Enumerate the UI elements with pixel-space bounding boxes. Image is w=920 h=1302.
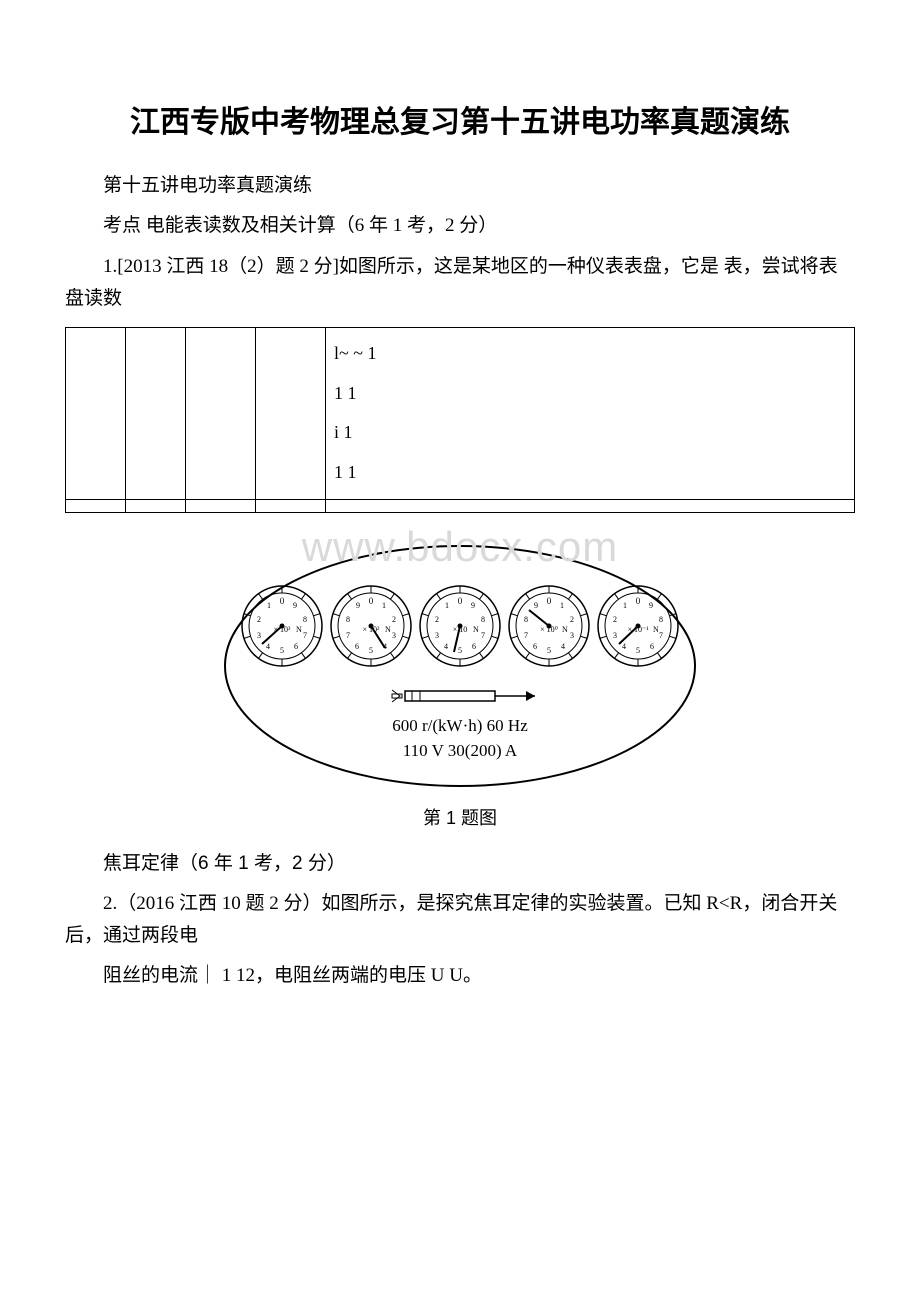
svg-text:2: 2 xyxy=(392,615,396,624)
svg-text:6: 6 xyxy=(294,642,298,651)
meter-figure: 0 1 9 2 8 3 7 4 6 5 × 10³ N xyxy=(65,541,855,830)
table-cell xyxy=(256,499,326,512)
svg-text:5: 5 xyxy=(547,646,551,655)
svg-text:4: 4 xyxy=(266,642,270,651)
svg-text:N: N xyxy=(296,625,302,634)
intro-paragraph: 第十五讲电功率真题演练 xyxy=(65,170,855,202)
svg-text:N: N xyxy=(562,625,568,634)
topic-1-paragraph: 考点 电能表读数及相关计算（6 年 1 考，2 分） xyxy=(65,210,855,242)
data-table: l~ ~ 1 1 1 i 1 1 1 xyxy=(65,327,855,512)
svg-text:1: 1 xyxy=(623,601,627,610)
question-1-text: 1.[2013 江西 18（2）题 2 分]如图所示，这是某地区的一种仪表表盘，… xyxy=(65,251,855,316)
svg-text:7: 7 xyxy=(659,631,663,640)
svg-text:4: 4 xyxy=(561,642,565,651)
table-cell xyxy=(186,499,256,512)
table-cell xyxy=(126,328,186,499)
table-cell: l~ ~ 1 1 1 i 1 1 1 xyxy=(326,328,855,499)
svg-text:1: 1 xyxy=(267,601,271,610)
svg-text:4: 4 xyxy=(444,642,448,651)
svg-text:7: 7 xyxy=(303,631,307,640)
svg-text:6: 6 xyxy=(650,642,654,651)
svg-text:N: N xyxy=(653,625,659,634)
table-cell xyxy=(186,328,256,499)
svg-text:0: 0 xyxy=(458,596,463,606)
svg-text:5: 5 xyxy=(280,646,284,655)
svg-text:9: 9 xyxy=(649,601,653,610)
svg-text:3: 3 xyxy=(257,631,261,640)
svg-text:9: 9 xyxy=(534,601,538,610)
svg-text:1: 1 xyxy=(445,601,449,610)
table-row xyxy=(66,499,855,512)
svg-text:5: 5 xyxy=(458,646,462,655)
question-2-text-2: 阻丝的电流｜ 1 12，电阻丝两端的电压 U U。 xyxy=(65,960,855,992)
svg-text:N: N xyxy=(473,625,479,634)
meter-svg: 0 1 9 2 8 3 7 4 6 5 × 10³ N xyxy=(220,541,700,791)
svg-text:9: 9 xyxy=(293,601,297,610)
svg-text:7: 7 xyxy=(481,631,485,640)
svg-text:7: 7 xyxy=(346,631,350,640)
svg-text:3: 3 xyxy=(613,631,617,640)
svg-text:6: 6 xyxy=(355,642,359,651)
svg-text:8: 8 xyxy=(524,615,528,624)
page-title: 江西专版中考物理总复习第十五讲电功率真题演练 xyxy=(65,100,855,145)
svg-text:8: 8 xyxy=(659,615,663,624)
table-row: l~ ~ 1 1 1 i 1 1 1 xyxy=(66,328,855,499)
svg-text:1: 1 xyxy=(560,601,564,610)
svg-text:0: 0 xyxy=(636,596,641,606)
watermark-text: www.bdocx.com xyxy=(65,523,855,571)
svg-text:6: 6 xyxy=(533,642,537,651)
svg-text:3: 3 xyxy=(435,631,439,640)
table-cell xyxy=(326,499,855,512)
svg-text:8: 8 xyxy=(481,615,485,624)
svg-text:0: 0 xyxy=(280,596,285,606)
table-cell xyxy=(66,328,126,499)
svg-text:0: 0 xyxy=(369,596,374,606)
svg-text:9: 9 xyxy=(356,601,360,610)
meter-spec-1: 600 r/(kW·h) 60 Hz xyxy=(392,716,528,735)
table-cell xyxy=(126,499,186,512)
svg-text:7: 7 xyxy=(524,631,528,640)
svg-text:3: 3 xyxy=(392,631,396,640)
svg-text:1: 1 xyxy=(382,601,386,610)
svg-text:8: 8 xyxy=(303,615,307,624)
svg-text:6: 6 xyxy=(472,642,476,651)
svg-text:2: 2 xyxy=(257,615,261,624)
svg-text:2: 2 xyxy=(570,615,574,624)
svg-text:8: 8 xyxy=(346,615,350,624)
table-cell xyxy=(256,328,326,499)
svg-text:3: 3 xyxy=(570,631,574,640)
svg-text:5: 5 xyxy=(636,646,640,655)
topic-2-paragraph: 焦耳定律（6 年 1 考，2 分） xyxy=(65,848,855,880)
table-cell xyxy=(66,499,126,512)
figure-1-caption: 第 1 题图 xyxy=(65,804,855,830)
svg-text:4: 4 xyxy=(622,642,626,651)
svg-text:5: 5 xyxy=(369,646,373,655)
svg-text:N: N xyxy=(385,625,391,634)
svg-text:2: 2 xyxy=(435,615,439,624)
meter-spec-2: 110 V 30(200) A xyxy=(403,741,518,760)
svg-text:2: 2 xyxy=(613,615,617,624)
question-2-text-1: 2.（2016 江西 10 题 2 分）如图所示，是探究焦耳定律的实验装置。已知… xyxy=(65,888,855,953)
svg-text:0: 0 xyxy=(547,596,552,606)
svg-text:9: 9 xyxy=(471,601,475,610)
